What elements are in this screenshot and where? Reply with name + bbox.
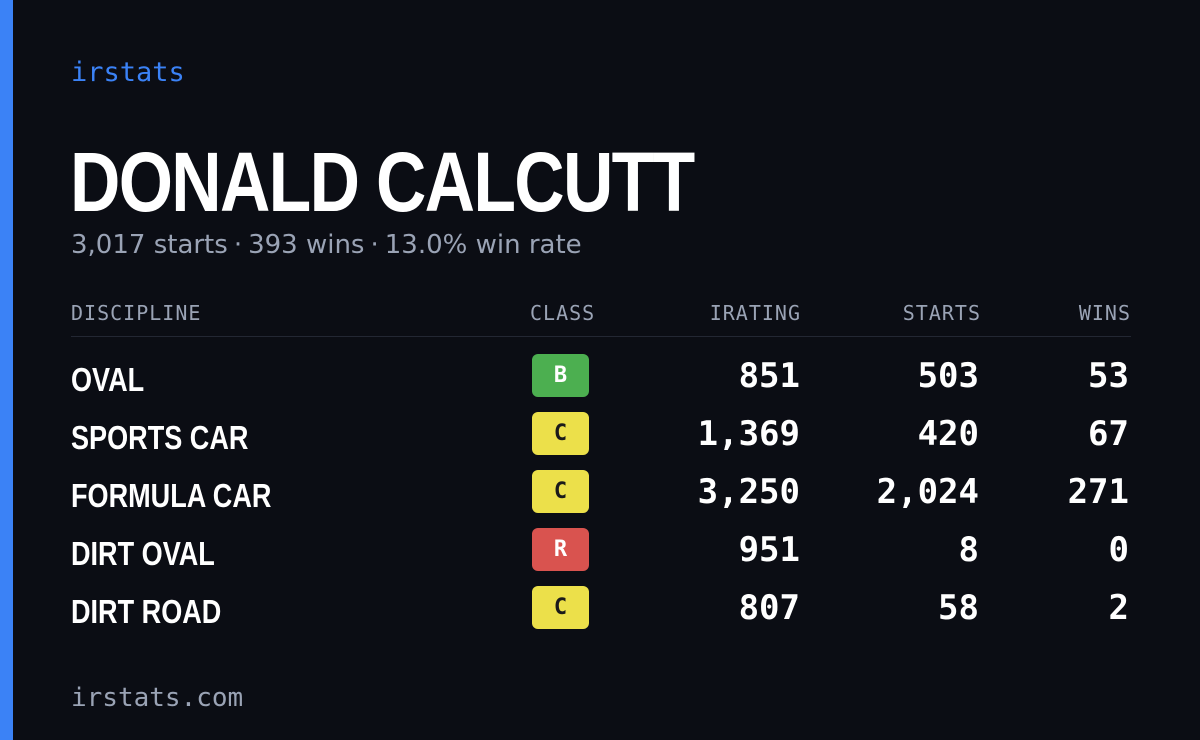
- table-row: OVAL B 851 503 53: [71, 352, 1131, 410]
- driver-summary: 3,017 starts · 393 wins · 13.0% win rate: [71, 227, 582, 263]
- discipline-name: DIRT OVAL: [71, 535, 215, 572]
- discipline-name: FORMULA CAR: [71, 477, 272, 514]
- discipline-name: OVAL: [71, 361, 145, 398]
- table-row: DIRT ROAD C 807 58 2: [71, 584, 1131, 642]
- brand-logo-text[interactable]: irstats: [71, 57, 185, 88]
- starts-value: 2,024: [876, 472, 979, 512]
- header-starts: STARTS: [902, 301, 981, 325]
- summary-wins: 393 wins: [248, 230, 365, 260]
- table-row: SPORTS CAR C 1,369 420 67: [71, 410, 1131, 468]
- summary-win-rate: 13.0% win rate: [384, 230, 582, 260]
- license-class-badge: B: [532, 354, 589, 397]
- irating-value: 851: [738, 356, 800, 396]
- irating-value: 3,250: [697, 472, 800, 512]
- wins-value: 67: [1088, 414, 1129, 454]
- summary-separator: ·: [370, 230, 379, 260]
- header-class: CLASS: [530, 301, 596, 325]
- irating-value: 1,369: [697, 414, 800, 454]
- wins-value: 2: [1108, 588, 1129, 628]
- irating-value: 951: [738, 530, 800, 570]
- table-header: DISCIPLINE CLASS IRATING STARTS WINS: [71, 296, 1131, 337]
- table-row: FORMULA CAR C 3,250 2,024 271: [71, 468, 1131, 526]
- header-irating: IRATING: [709, 301, 801, 325]
- header-discipline: DISCIPLINE: [71, 301, 202, 325]
- starts-value: 8: [958, 530, 979, 570]
- accent-bar: [0, 0, 13, 740]
- driver-name: DONALD CALCUTT: [70, 135, 695, 229]
- wins-value: 53: [1088, 356, 1129, 396]
- starts-value: 420: [917, 414, 979, 454]
- header-wins: WINS: [1078, 301, 1131, 325]
- starts-value: 58: [938, 588, 979, 628]
- summary-separator: ·: [233, 230, 243, 260]
- license-class-badge: C: [532, 470, 589, 513]
- license-class-badge: C: [532, 586, 589, 629]
- summary-starts: 3,017 starts: [71, 230, 228, 260]
- license-class-badge: R: [532, 528, 589, 571]
- irating-value: 807: [738, 588, 800, 628]
- discipline-name: DIRT ROAD: [71, 593, 222, 630]
- table-row: DIRT OVAL R 951 8 0: [71, 526, 1131, 584]
- discipline-name: SPORTS CAR: [71, 419, 249, 456]
- footer-url-link[interactable]: irstats.com: [71, 683, 244, 713]
- table-body: OVAL B 851 503 53 SPORTS CAR C 1,369 420…: [71, 352, 1131, 642]
- wins-value: 0: [1108, 530, 1129, 570]
- wins-value: 271: [1067, 472, 1129, 512]
- discipline-stats-table: DISCIPLINE CLASS IRATING STARTS WINS OVA…: [71, 296, 1131, 642]
- starts-value: 503: [917, 356, 979, 396]
- license-class-badge: C: [532, 412, 589, 455]
